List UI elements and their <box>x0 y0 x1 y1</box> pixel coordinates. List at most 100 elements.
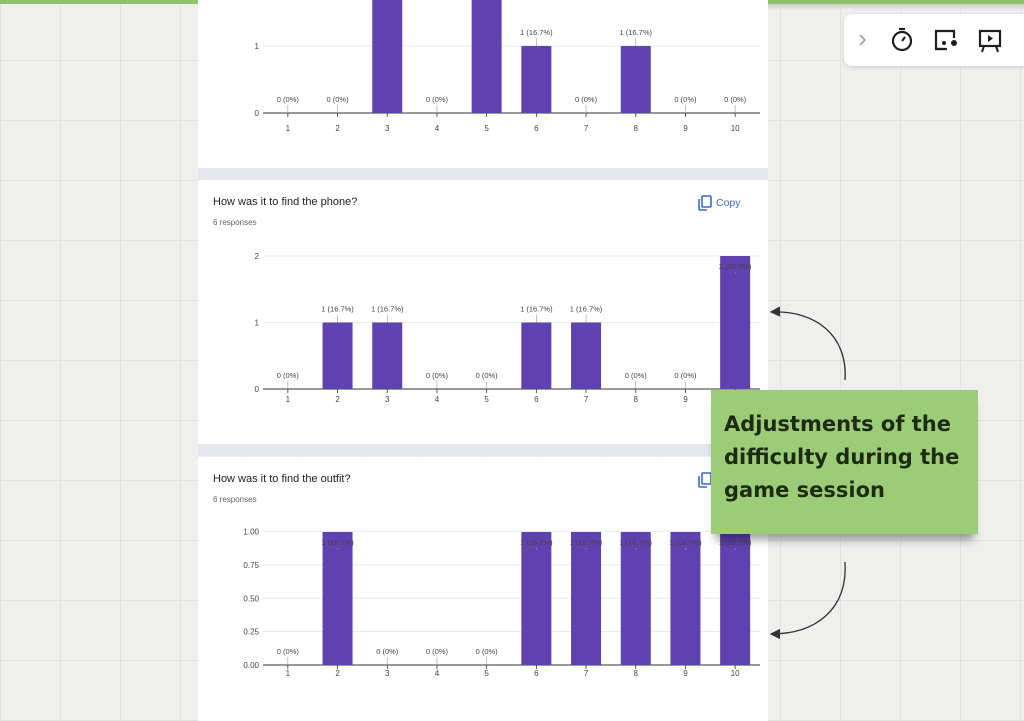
data-label: 0 (0%) <box>674 95 697 104</box>
data-label: 1 (16.7%) <box>669 538 702 547</box>
x-tick-label: 2 <box>335 669 340 678</box>
x-tick-label: 9 <box>683 395 688 404</box>
board-toolbar <box>844 14 1024 66</box>
x-tick-label: 4 <box>435 669 440 678</box>
bar <box>571 322 602 389</box>
y-tick-label: 1.00 <box>243 528 259 537</box>
data-label: 0 (0%) <box>476 371 499 380</box>
sticky-shadow-top <box>665 4 1024 10</box>
card-separator <box>198 168 768 180</box>
data-label: 0 (0%) <box>327 95 350 104</box>
data-label: 1 (16.7%) <box>371 305 404 314</box>
response-count: 6 responses <box>213 218 257 227</box>
y-tick-label: 0.00 <box>243 661 259 670</box>
data-label: 1 (16.7%) <box>520 538 553 547</box>
x-tick-label: 6 <box>534 124 539 133</box>
data-label: 0 (0%) <box>426 647 449 656</box>
data-label: 1 (16.7%) <box>619 28 652 37</box>
bar <box>322 532 353 665</box>
response-count: 6 responses <box>213 495 257 504</box>
data-label: 1 (16.7%) <box>570 305 603 314</box>
x-tick-label: 9 <box>683 669 688 678</box>
presentation-icon <box>978 29 1002 53</box>
data-label: 0 (0%) <box>426 95 449 104</box>
x-tick-label: 4 <box>435 395 440 404</box>
data-label: 0 (0%) <box>277 371 300 380</box>
x-tick-label: 8 <box>634 669 639 678</box>
bar-chart-1: 0 1 1 0 (0%) 2 0 (0%) 3 4 0 (0%) 5 6 1 (16.7%) 7 0 (0… <box>255 0 760 133</box>
data-label: 0 (0%) <box>476 647 499 656</box>
data-label: 0 (0%) <box>724 95 747 104</box>
question-card-phone: How was it to find the phone? 6 response… <box>198 180 768 444</box>
y-tick-label: 0 <box>255 109 260 118</box>
card-button[interactable] <box>932 26 960 54</box>
x-tick-label: 9 <box>683 124 688 133</box>
bar <box>521 46 552 113</box>
data-label: 1 (16.7%) <box>719 538 752 547</box>
sticky-note-text: Adjustments of the difficulty during the… <box>724 412 960 502</box>
arrow-to-outfit-chart[interactable] <box>769 561 846 640</box>
card-separator <box>198 444 768 456</box>
bar <box>322 322 353 389</box>
data-label: 1 (16.7%) <box>570 538 603 547</box>
x-tick-label: 5 <box>484 669 489 678</box>
x-tick-label: 10 <box>731 669 740 678</box>
x-tick-label: 8 <box>634 395 639 404</box>
arrow-to-phone-chart[interactable] <box>769 306 846 381</box>
data-label: 0 (0%) <box>674 371 697 380</box>
question-card-outfit: How was it to find the outfit? 6 respons… <box>198 457 768 721</box>
data-label: 0 (0%) <box>277 647 300 656</box>
data-label: 1 (16.7%) <box>520 305 553 314</box>
x-tick-label: 2 <box>335 395 340 404</box>
chevron-right-icon <box>859 34 867 46</box>
data-label: 0 (0%) <box>575 95 598 104</box>
y-tick-label: 0.75 <box>243 561 259 570</box>
data-label: 1 (16.7%) <box>321 538 354 547</box>
presentation-button[interactable] <box>976 26 1004 54</box>
sticky-note[interactable]: Adjustments of the difficulty during the… <box>711 390 978 534</box>
copy-button[interactable]: Copy <box>698 194 741 212</box>
x-tick-label: 7 <box>584 395 589 404</box>
x-tick-label: 5 <box>484 395 489 404</box>
y-tick-label: 0.50 <box>243 594 259 603</box>
bar <box>521 322 552 389</box>
x-tick-label: 8 <box>634 124 639 133</box>
timer-icon <box>891 27 913 52</box>
data-label: 0 (0%) <box>376 647 399 656</box>
data-label: 0 (0%) <box>277 95 300 104</box>
card-icon <box>934 29 957 51</box>
bar-chart-outfit: 0.00 0.25 0.50 0.75 1.00 1 0 (0%) 2 1 (16.7%) 3 0 … <box>243 528 760 678</box>
bar <box>471 0 502 113</box>
bar <box>521 532 552 665</box>
bar-chart-phone: 0 1 2 1 0 (0%) 2 1 (16.7%) 3 1 (16.7%) 4 0 (0%) 5 0 … <box>255 252 760 404</box>
x-tick-label: 1 <box>286 395 291 404</box>
bar <box>620 532 651 665</box>
bar <box>571 532 602 665</box>
x-tick-label: 4 <box>435 124 440 133</box>
x-tick-label: 3 <box>385 669 390 678</box>
y-tick-label: 0 <box>255 385 260 394</box>
x-tick-label: 3 <box>385 395 390 404</box>
data-label: 0 (0%) <box>625 371 648 380</box>
x-tick-label: 1 <box>286 669 291 678</box>
x-tick-label: 2 <box>335 124 340 133</box>
data-label: 2 (33.3%) <box>719 262 752 271</box>
bar <box>372 0 403 113</box>
x-tick-label: 3 <box>385 124 390 133</box>
x-tick-label: 6 <box>534 669 539 678</box>
bar <box>720 532 751 665</box>
y-tick-label: 2 <box>255 252 260 261</box>
bar <box>620 46 651 113</box>
data-label: 1 (16.7%) <box>520 28 553 37</box>
bar <box>372 322 403 389</box>
timer-button[interactable] <box>888 26 916 54</box>
copy-icon <box>698 195 712 211</box>
question-title: How was it to find the phone? <box>213 196 358 208</box>
y-tick-label: 0.25 <box>243 628 259 637</box>
x-tick-label: 1 <box>286 124 291 133</box>
x-tick-label: 10 <box>731 124 740 133</box>
collapse-toolbar-button[interactable] <box>852 26 872 54</box>
question-card-1: 0 1 1 0 (0%) 2 0 (0%) 3 4 0 (0%) 5 6 1 (16.7%) 7 0 (0… <box>198 0 768 168</box>
data-label: 1 (16.7%) <box>619 538 652 547</box>
